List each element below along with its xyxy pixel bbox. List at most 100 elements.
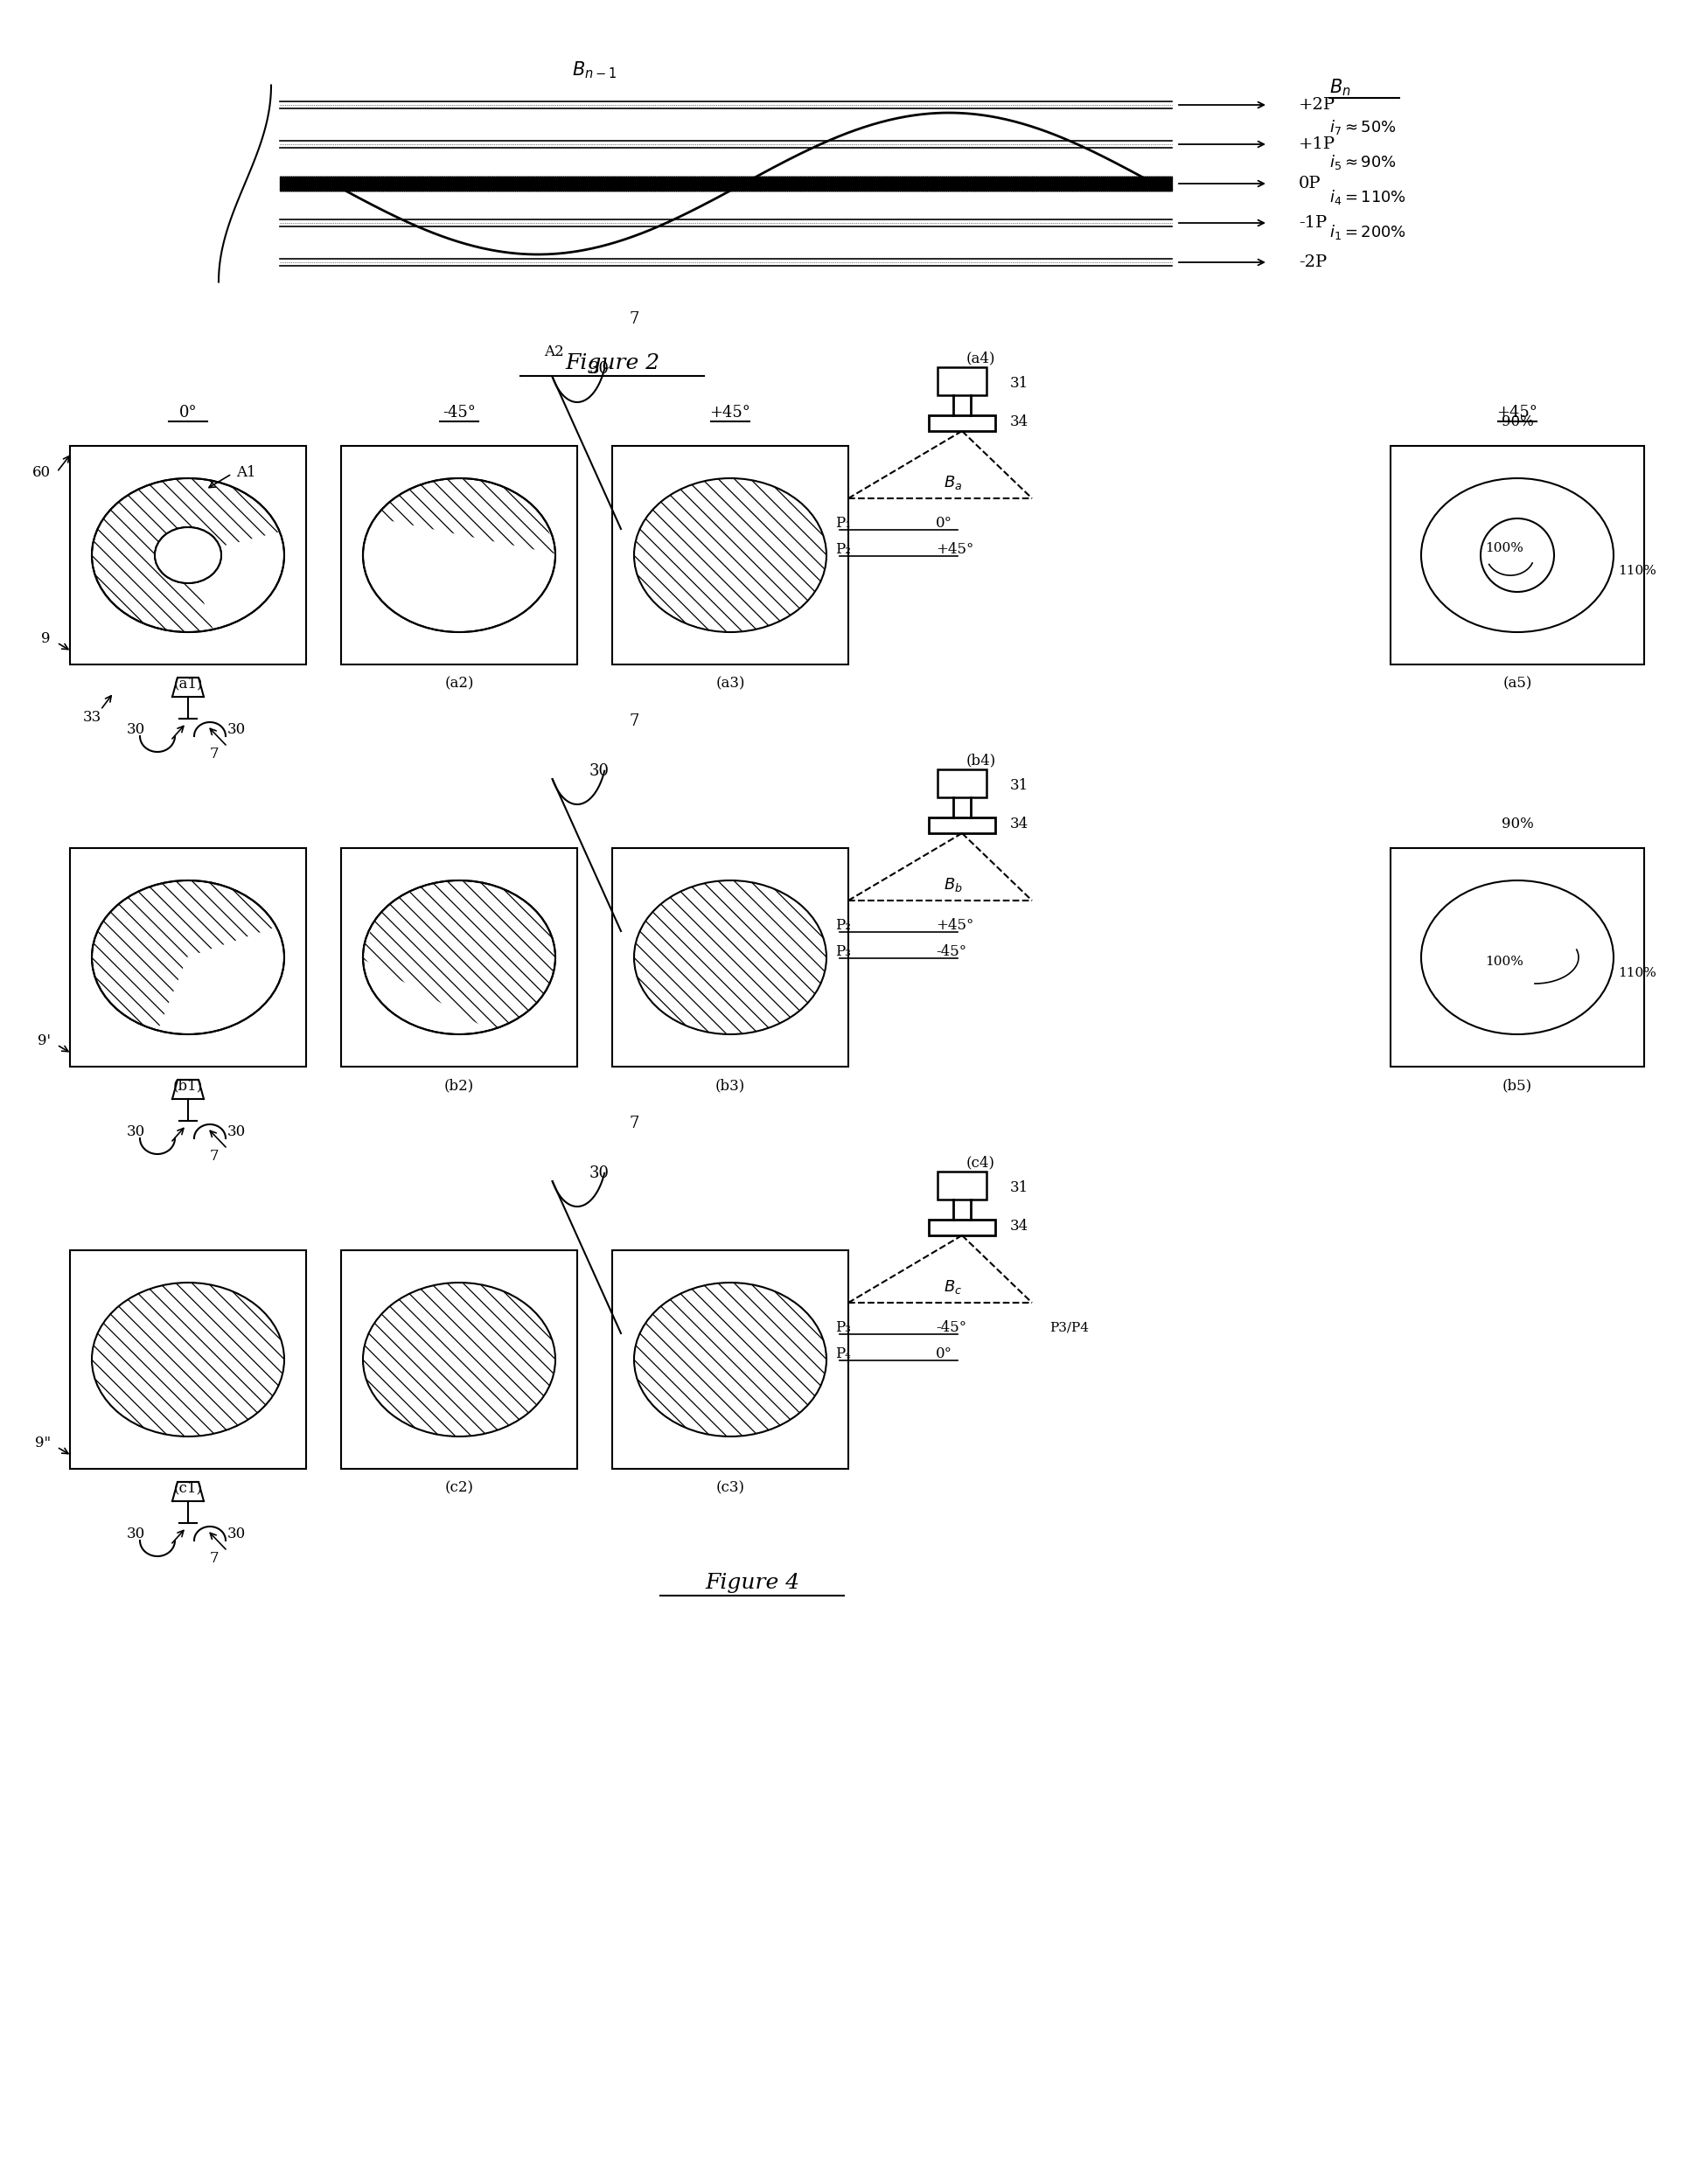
Text: (b1): (b1) — [174, 1079, 202, 1094]
Text: (b3): (b3) — [716, 1079, 745, 1094]
Text: 30: 30 — [226, 721, 245, 736]
Ellipse shape — [634, 1282, 827, 1437]
Bar — [70, 1249, 306, 1470]
Text: A1: A1 — [236, 465, 255, 480]
Text: 33: 33 — [83, 710, 100, 725]
Text: 34: 34 — [1010, 817, 1029, 832]
Text: 100%: 100% — [1485, 957, 1524, 968]
Text: 7: 7 — [629, 714, 640, 729]
Text: 30: 30 — [589, 360, 609, 378]
Ellipse shape — [634, 880, 827, 1035]
Text: (c1): (c1) — [174, 1481, 202, 1496]
Text: P₃: P₃ — [835, 943, 850, 959]
Text: P₂: P₂ — [835, 917, 850, 933]
Bar — [70, 446, 306, 664]
Text: P₄: P₄ — [835, 1345, 850, 1361]
Text: (a4): (a4) — [966, 352, 995, 367]
Text: 30: 30 — [226, 1125, 245, 1138]
Text: 9": 9" — [36, 1435, 51, 1450]
Text: P3/P4: P3/P4 — [1050, 1321, 1089, 1332]
Bar — [929, 415, 995, 430]
Text: 30: 30 — [126, 1527, 145, 1542]
Ellipse shape — [155, 526, 221, 583]
Ellipse shape — [92, 880, 284, 1035]
Text: +2P: +2P — [1298, 96, 1335, 114]
Text: +45°: +45° — [936, 542, 973, 557]
Text: Figure 4: Figure 4 — [704, 1572, 799, 1592]
Text: $B_c$: $B_c$ — [944, 1278, 963, 1295]
Text: $i_1 = 200\%$: $i_1 = 200\%$ — [1328, 223, 1407, 240]
Text: -2P: -2P — [1298, 253, 1327, 271]
Text: (c3): (c3) — [716, 1481, 745, 1496]
Text: 9: 9 — [41, 631, 51, 646]
Text: 30: 30 — [126, 1125, 145, 1138]
Text: (b4): (b4) — [966, 753, 997, 769]
Text: -45°: -45° — [936, 943, 966, 959]
Text: 0°: 0° — [936, 1345, 953, 1361]
Ellipse shape — [362, 880, 555, 1035]
Text: $i_7 \approx 50\%$: $i_7 \approx 50\%$ — [1328, 118, 1397, 135]
Text: P₃: P₃ — [835, 1319, 850, 1334]
Text: (c4): (c4) — [966, 1155, 995, 1171]
Text: 110%: 110% — [1618, 566, 1657, 577]
Polygon shape — [359, 922, 488, 1035]
Text: 7: 7 — [629, 1116, 640, 1131]
Text: 30: 30 — [589, 762, 609, 780]
Bar — [70, 847, 306, 1066]
Polygon shape — [362, 518, 560, 631]
Polygon shape — [158, 928, 284, 1035]
Bar — [1390, 847, 1645, 1066]
Bar — [342, 446, 577, 664]
Text: 9': 9' — [37, 1033, 51, 1048]
Text: (b2): (b2) — [444, 1079, 475, 1094]
Text: -1P: -1P — [1298, 214, 1327, 232]
Text: (a2): (a2) — [444, 677, 475, 690]
Bar — [342, 1249, 577, 1470]
Text: 90%: 90% — [1502, 817, 1533, 832]
Text: 34: 34 — [1010, 1219, 1029, 1234]
Ellipse shape — [1420, 478, 1614, 631]
Text: 30: 30 — [126, 721, 145, 736]
Text: (b5): (b5) — [1502, 1079, 1533, 1094]
Text: P₂: P₂ — [835, 542, 850, 557]
Ellipse shape — [634, 478, 827, 631]
Text: 110%: 110% — [1618, 968, 1657, 978]
Text: 7: 7 — [209, 747, 219, 760]
Bar — [612, 847, 849, 1066]
Ellipse shape — [155, 526, 221, 583]
Text: 30: 30 — [226, 1527, 245, 1542]
Bar — [342, 847, 577, 1066]
Polygon shape — [189, 533, 284, 629]
Bar — [929, 1219, 995, 1236]
Ellipse shape — [1480, 518, 1555, 592]
Text: $B_n$: $B_n$ — [1328, 76, 1351, 98]
Ellipse shape — [92, 1282, 284, 1437]
Bar — [1390, 446, 1645, 664]
Text: (a3): (a3) — [716, 677, 745, 690]
Text: A2: A2 — [544, 345, 565, 358]
Bar — [612, 446, 849, 664]
Ellipse shape — [92, 478, 284, 631]
Ellipse shape — [362, 478, 555, 631]
Text: $i_5 \approx 90\%$: $i_5 \approx 90\%$ — [1328, 153, 1397, 170]
Text: 90%: 90% — [1502, 415, 1533, 428]
Text: +45°: +45° — [709, 404, 750, 422]
Text: 7: 7 — [209, 1149, 219, 1164]
Text: $B_{n-1}$: $B_{n-1}$ — [572, 59, 617, 81]
Text: +1P: +1P — [1298, 135, 1335, 153]
Ellipse shape — [1420, 880, 1614, 1035]
Bar — [612, 1249, 849, 1470]
Text: 31: 31 — [1010, 376, 1029, 391]
Text: 34: 34 — [1010, 415, 1029, 428]
Text: -45°: -45° — [936, 1319, 966, 1334]
Text: +45°: +45° — [936, 917, 973, 933]
Text: (c2): (c2) — [444, 1481, 473, 1496]
Text: $B_b$: $B_b$ — [944, 876, 963, 893]
Ellipse shape — [362, 1282, 555, 1437]
Text: 7: 7 — [209, 1551, 219, 1566]
Bar — [937, 367, 987, 395]
Text: 100%: 100% — [1485, 542, 1524, 555]
Text: 7: 7 — [629, 312, 640, 328]
Bar — [929, 817, 995, 834]
Text: 31: 31 — [1010, 778, 1029, 793]
